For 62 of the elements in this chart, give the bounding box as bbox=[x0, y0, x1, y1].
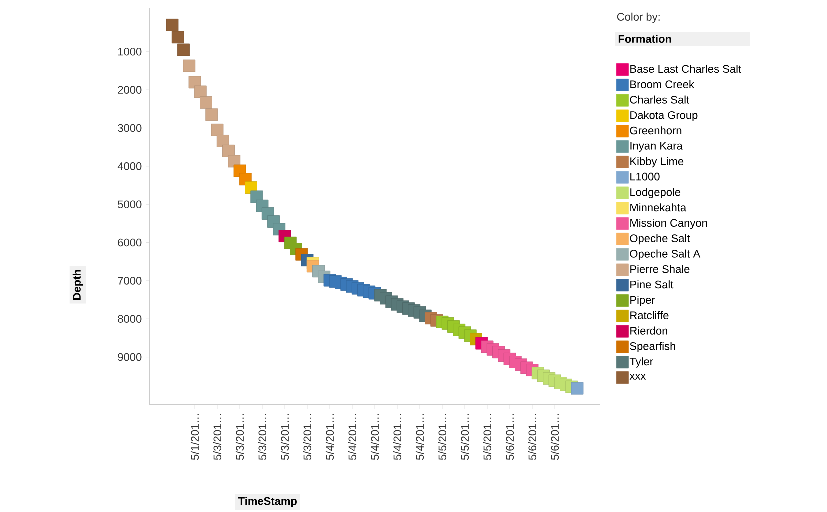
legend-label: Pierre Shale bbox=[630, 265, 690, 274]
x-axis-title: TimeStamp bbox=[238, 497, 297, 508]
point bbox=[206, 108, 218, 122]
legend-label: Minnekahta bbox=[630, 204, 687, 212]
point bbox=[571, 382, 584, 395]
x-tick-label: 5/3/201… bbox=[236, 414, 244, 460]
legend-label: L1000 bbox=[630, 172, 660, 181]
x-tick-label: 5/4/201… bbox=[348, 414, 357, 460]
x-tick-label: 5/4/201… bbox=[326, 414, 334, 460]
y-tick-label: 3000 bbox=[118, 124, 142, 132]
point bbox=[172, 31, 184, 44]
x-tick-label: 5/4/201… bbox=[393, 414, 402, 460]
legend-label: Dakota Group bbox=[630, 111, 698, 122]
point bbox=[178, 44, 190, 56]
point bbox=[183, 60, 196, 72]
x-tick-label: 5/3/201… bbox=[213, 414, 222, 460]
point bbox=[194, 86, 207, 98]
legend-label: Broom Creek bbox=[630, 80, 694, 88]
y-tick-label: 9000 bbox=[118, 353, 142, 362]
point bbox=[211, 124, 224, 136]
y-tick-label: 4000 bbox=[118, 162, 142, 170]
legend-label: Pine Salt bbox=[630, 280, 674, 289]
y-tick-label: 2000 bbox=[118, 86, 142, 94]
x-tick-label: 5/4/201… bbox=[416, 414, 424, 460]
legend-label: Ratcliffe bbox=[630, 311, 669, 320]
legend-label: Charles Salt bbox=[630, 96, 690, 104]
y-tick-label: 1000 bbox=[118, 48, 142, 56]
point bbox=[200, 96, 212, 109]
x-tick-label: 5/6/201… bbox=[506, 414, 514, 460]
legend-label: Spearfish bbox=[630, 342, 676, 352]
legend-label: Inyan Kara bbox=[630, 142, 683, 152]
x-tick-label: 5/5/201… bbox=[483, 414, 492, 460]
x-tick-label: 5/5/201… bbox=[438, 414, 447, 460]
legend-label: Base Last Charles Salt bbox=[630, 64, 742, 74]
y-axis-title: Depth bbox=[72, 270, 84, 300]
legend-label: Opeche Salt A bbox=[630, 250, 701, 260]
x-tick-label: 5/5/201… bbox=[460, 414, 470, 460]
x-tick-label: 5/6/201… bbox=[528, 414, 537, 460]
legend-label: Piper bbox=[630, 296, 656, 306]
legend-label: Rierdon bbox=[630, 326, 668, 335]
legend-label: Greenhorn bbox=[630, 126, 682, 135]
x-tick-label: 5/3/201… bbox=[280, 414, 290, 460]
point bbox=[216, 135, 230, 148]
x-tick-label: 5/1/201… bbox=[190, 414, 200, 460]
legend-label: Kibby Lime bbox=[630, 157, 684, 168]
legend-title: Formation bbox=[618, 34, 672, 44]
legend-label: Opeche Salt bbox=[630, 234, 690, 245]
x-tick-label: 5/3/201… bbox=[258, 414, 267, 460]
text: Color by: bbox=[617, 12, 660, 24]
legend-label: Mission Canyon bbox=[630, 218, 708, 230]
legend-label: Tyler bbox=[630, 358, 654, 368]
y-tick-label: 8000 bbox=[118, 315, 142, 324]
x-tick-label: 5/3/201… bbox=[303, 414, 312, 460]
legend-label: xxx bbox=[630, 374, 646, 380]
legend-label: Lodgepole bbox=[630, 188, 681, 198]
point bbox=[222, 144, 235, 158]
y-tick-label: 6000 bbox=[118, 238, 142, 247]
y-tick-label: 7000 bbox=[118, 277, 142, 285]
x-tick-label: 5/4/201… bbox=[370, 414, 380, 460]
x-tick-label: 5/6/201… bbox=[550, 414, 560, 460]
point bbox=[166, 18, 179, 32]
y-tick-label: 5000 bbox=[118, 200, 142, 208]
